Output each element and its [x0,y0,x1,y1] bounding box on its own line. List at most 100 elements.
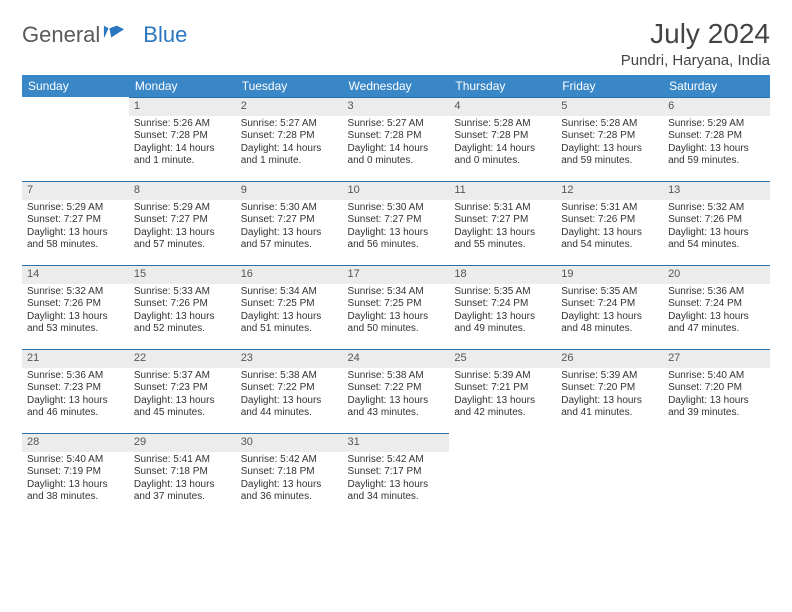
day-number: 21 [22,349,129,368]
daylight-line1: Daylight: 13 hours [668,311,765,324]
sunset-text: Sunset: 7:20 PM [668,382,765,395]
calendar-cell: 16Sunrise: 5:34 AMSunset: 7:25 PMDayligh… [236,265,343,349]
day-number: 14 [22,265,129,284]
day-number: 11 [449,181,556,200]
daylight-line2: and 51 minutes. [241,323,338,336]
sunrise-text: Sunrise: 5:37 AM [134,370,231,383]
calendar-cell: 13Sunrise: 5:32 AMSunset: 7:26 PMDayligh… [663,181,770,265]
sunrise-text: Sunrise: 5:35 AM [561,286,658,299]
day-content: Sunrise: 5:28 AMSunset: 7:28 PMDaylight:… [449,116,556,172]
daylight-line1: Daylight: 13 hours [454,395,551,408]
day-number: 19 [556,265,663,284]
header: General Blue July 2024 Pundri, Haryana, … [22,18,770,69]
sunrise-text: Sunrise: 5:27 AM [348,118,445,131]
daylight-line1: Daylight: 13 hours [241,395,338,408]
calendar-cell: 24Sunrise: 5:38 AMSunset: 7:22 PMDayligh… [343,349,450,433]
sunset-text: Sunset: 7:28 PM [134,130,231,143]
calendar-cell: 8Sunrise: 5:29 AMSunset: 7:27 PMDaylight… [129,181,236,265]
daylight-line1: Daylight: 13 hours [561,395,658,408]
daylight-line1: Daylight: 13 hours [348,227,445,240]
calendar-header-row: SundayMondayTuesdayWednesdayThursdayFrid… [22,75,770,97]
calendar-week: 7Sunrise: 5:29 AMSunset: 7:27 PMDaylight… [22,181,770,265]
daylight-line2: and 43 minutes. [348,407,445,420]
daylight-line1: Daylight: 14 hours [241,143,338,156]
sunset-text: Sunset: 7:17 PM [348,466,445,479]
day-content: Sunrise: 5:35 AMSunset: 7:24 PMDaylight:… [556,284,663,340]
day-content: Sunrise: 5:36 AMSunset: 7:24 PMDaylight:… [663,284,770,340]
calendar-cell: 9Sunrise: 5:30 AMSunset: 7:27 PMDaylight… [236,181,343,265]
sunrise-text: Sunrise: 5:42 AM [241,454,338,467]
sunset-text: Sunset: 7:27 PM [454,214,551,227]
day-content: Sunrise: 5:30 AMSunset: 7:27 PMDaylight:… [343,200,450,256]
sunset-text: Sunset: 7:21 PM [454,382,551,395]
daylight-line2: and 49 minutes. [454,323,551,336]
sunset-text: Sunset: 7:18 PM [134,466,231,479]
daylight-line2: and 45 minutes. [134,407,231,420]
sunset-text: Sunset: 7:25 PM [348,298,445,311]
daylight-line1: Daylight: 13 hours [348,395,445,408]
sunrise-text: Sunrise: 5:41 AM [134,454,231,467]
calendar-week: 21 Sunrise: 5:36 AM Sunset: 7:23 PM Dayligh… [22,349,770,433]
daylight-line2: and 48 minutes. [561,323,658,336]
weekday-header: Tuesday [236,75,343,97]
calendar-cell: 27Sunrise: 5:40 AMSunset: 7:20 PMDayligh… [663,349,770,433]
day-content: Sunrise: 5:38 AMSunset: 7:22 PMDaylight:… [236,368,343,424]
sunrise-text: Sunrise: 5:31 AM [454,202,551,215]
daylight-line2: and 37 minutes. [134,491,231,504]
daylight-line2: and 53 minutes. [27,323,124,336]
sunrise-text: Sunrise: 5:35 AM [454,286,551,299]
day-number: 20 [663,265,770,284]
day-content: Sunrise: 5:32 AMSunset: 7:26 PMDaylight:… [663,200,770,256]
sunrise-text: Sunrise: 5:28 AM [454,118,551,131]
daylight-line2: and 56 minutes. [348,239,445,252]
calendar-page: General Blue July 2024 Pundri, Haryana, … [0,0,792,523]
day-content: Sunrise: 5:32 AMSunset: 7:26 PMDaylight:… [22,284,129,340]
sunrise-text: Sunrise: 5:28 AM [561,118,658,131]
daylight-line2: and 57 minutes. [241,239,338,252]
sunrise-text: Sunrise: 5:40 AM [27,454,124,467]
daylight-line2: and 54 minutes. [561,239,658,252]
daylight-line1: Daylight: 14 hours [348,143,445,156]
weekday-header: Friday [556,75,663,97]
sunrise-text: Sunrise: 5:32 AM [668,202,765,215]
sunrise-text: Sunrise: 5:29 AM [134,202,231,215]
sunset-text: Sunset: 7:26 PM [561,214,658,227]
daylight-line1: Daylight: 13 hours [668,143,765,156]
sunrise-text: Sunrise: 5:29 AM [27,202,124,215]
calendar-cell: 20Sunrise: 5:36 AMSunset: 7:24 PMDayligh… [663,265,770,349]
sunrise-text: Sunrise: 5:32 AM [27,286,124,299]
day-content: Sunrise: 5:41 AMSunset: 7:18 PMDaylight:… [129,452,236,508]
calendar-cell: 17Sunrise: 5:34 AMSunset: 7:25 PMDayligh… [343,265,450,349]
daylight-line2: and 59 minutes. [561,155,658,168]
sunset-text: Sunset: 7:23 PM [134,382,231,395]
calendar-cell: 1Sunrise: 5:26 AMSunset: 7:28 PMDaylight… [129,97,236,181]
sunset-text: Sunset: 7:27 PM [134,214,231,227]
calendar-cell: 15Sunrise: 5:33 AMSunset: 7:26 PMDayligh… [129,265,236,349]
day-number: 13 [663,181,770,200]
sunrise-text: Sunrise: 5:38 AM [348,370,445,383]
daylight-line1: Daylight: 13 hours [27,227,124,240]
calendar-cell: 22Sunrise: 5:37 AMSunset: 7:23 PMDayligh… [129,349,236,433]
day-content: Sunrise: 5:29 AMSunset: 7:27 PMDaylight:… [129,200,236,256]
sunrise-text: Sunrise: 5:34 AM [348,286,445,299]
day-number: 27 [663,349,770,368]
day-content: Sunrise: 5:40 AMSunset: 7:19 PMDaylight:… [22,452,129,508]
day-number: 16 [236,265,343,284]
daylight-line2: and 41 minutes. [561,407,658,420]
calendar-cell: 2Sunrise: 5:27 AMSunset: 7:28 PMDaylight… [236,97,343,181]
calendar-cell: 31Sunrise: 5:42 AMSunset: 7:17 PMDayligh… [343,433,450,513]
day-number: 6 [663,97,770,116]
calendar-cell: 14Sunrise: 5:32 AMSunset: 7:26 PMDayligh… [22,265,129,349]
daylight-line1: Daylight: 13 hours [348,311,445,324]
month-title: July 2024 [621,18,770,50]
sunrise-text: Sunrise: 5:34 AM [241,286,338,299]
sunset-text: Sunset: 7:28 PM [561,130,658,143]
daylight-line2: and 47 minutes. [668,323,765,336]
weekday-header: Sunday [22,75,129,97]
calendar-body: 1Sunrise: 5:26 AMSunset: 7:28 PMDaylight… [22,97,770,513]
sunrise-text: Sunrise: 5:39 AM [561,370,658,383]
calendar-cell: 5Sunrise: 5:28 AMSunset: 7:28 PMDaylight… [556,97,663,181]
sunset-text: Sunset: 7:26 PM [668,214,765,227]
calendar-cell: 25Sunrise: 5:39 AMSunset: 7:21 PMDayligh… [449,349,556,433]
sunrise-text: Sunrise: 5:36 AM [27,370,124,383]
